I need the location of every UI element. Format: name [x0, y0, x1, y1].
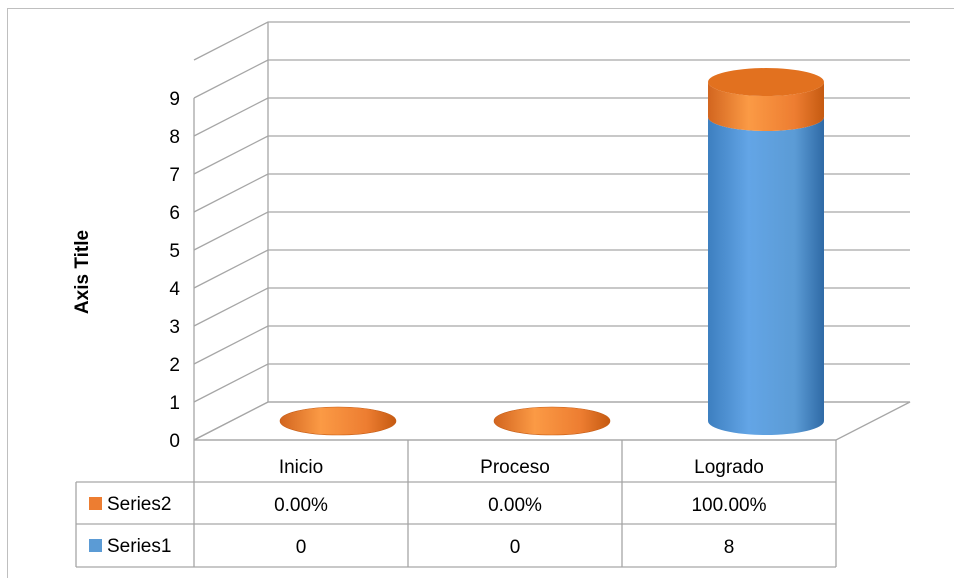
y-tick-label: 5 — [169, 241, 180, 262]
gridline — [193, 249, 910, 289]
bar-top-cap-logrado — [708, 68, 824, 97]
y-tick-label: 2 — [169, 355, 180, 376]
x-tick-label: Proceso — [480, 457, 550, 478]
bar-series1-logrado — [708, 117, 824, 435]
y-tick-label: 4 — [169, 279, 180, 300]
gridline — [193, 211, 910, 251]
chart-frame — [7, 8, 954, 578]
data-label: 0.00% — [488, 495, 542, 516]
y-tick-label: 7 — [169, 165, 180, 186]
y-tick-label: 3 — [169, 317, 180, 338]
data-label: 0 — [510, 537, 521, 558]
bars — [279, 68, 824, 436]
x-tick-label: Logrado — [694, 457, 764, 478]
bar-series2-logrado — [708, 82, 824, 131]
gridline — [193, 59, 910, 99]
data-label: 0.00% — [274, 495, 328, 516]
legend-label-series1: Series1 — [107, 536, 171, 557]
data-table: Inicio Proceso Logrado Series2 0.00% 0.00% 100… — [75, 439, 837, 568]
y-tick-label: 8 — [169, 127, 180, 148]
gridline — [193, 173, 910, 213]
legend-label-series2: Series2 — [107, 494, 171, 515]
gridline — [193, 97, 910, 137]
y-tick-label: 1 — [169, 393, 180, 414]
y-axis-title: Axis Title — [72, 230, 93, 314]
gridline — [193, 401, 910, 441]
y-axis-ticks: 0 1 2 3 4 5 6 7 8 9 — [169, 89, 180, 452]
gridline — [193, 287, 910, 327]
data-label: 0 — [296, 537, 307, 558]
gridline — [193, 363, 910, 403]
data-label: 8 — [724, 537, 735, 558]
gridline — [193, 21, 910, 61]
bar-disk-proceso — [493, 406, 611, 436]
gridlines — [193, 21, 910, 441]
legend-key-series2 — [89, 497, 102, 510]
gridline — [193, 325, 910, 365]
legend-key-series1 — [89, 539, 102, 552]
gridline — [193, 135, 910, 175]
y-tick-label: 0 — [169, 431, 180, 452]
y-tick-label: 9 — [169, 89, 180, 110]
bar-disk-inicio — [279, 406, 397, 436]
y-tick-label: 6 — [169, 203, 180, 224]
data-label: 100.00% — [691, 495, 766, 516]
x-tick-label: Inicio — [279, 457, 323, 478]
